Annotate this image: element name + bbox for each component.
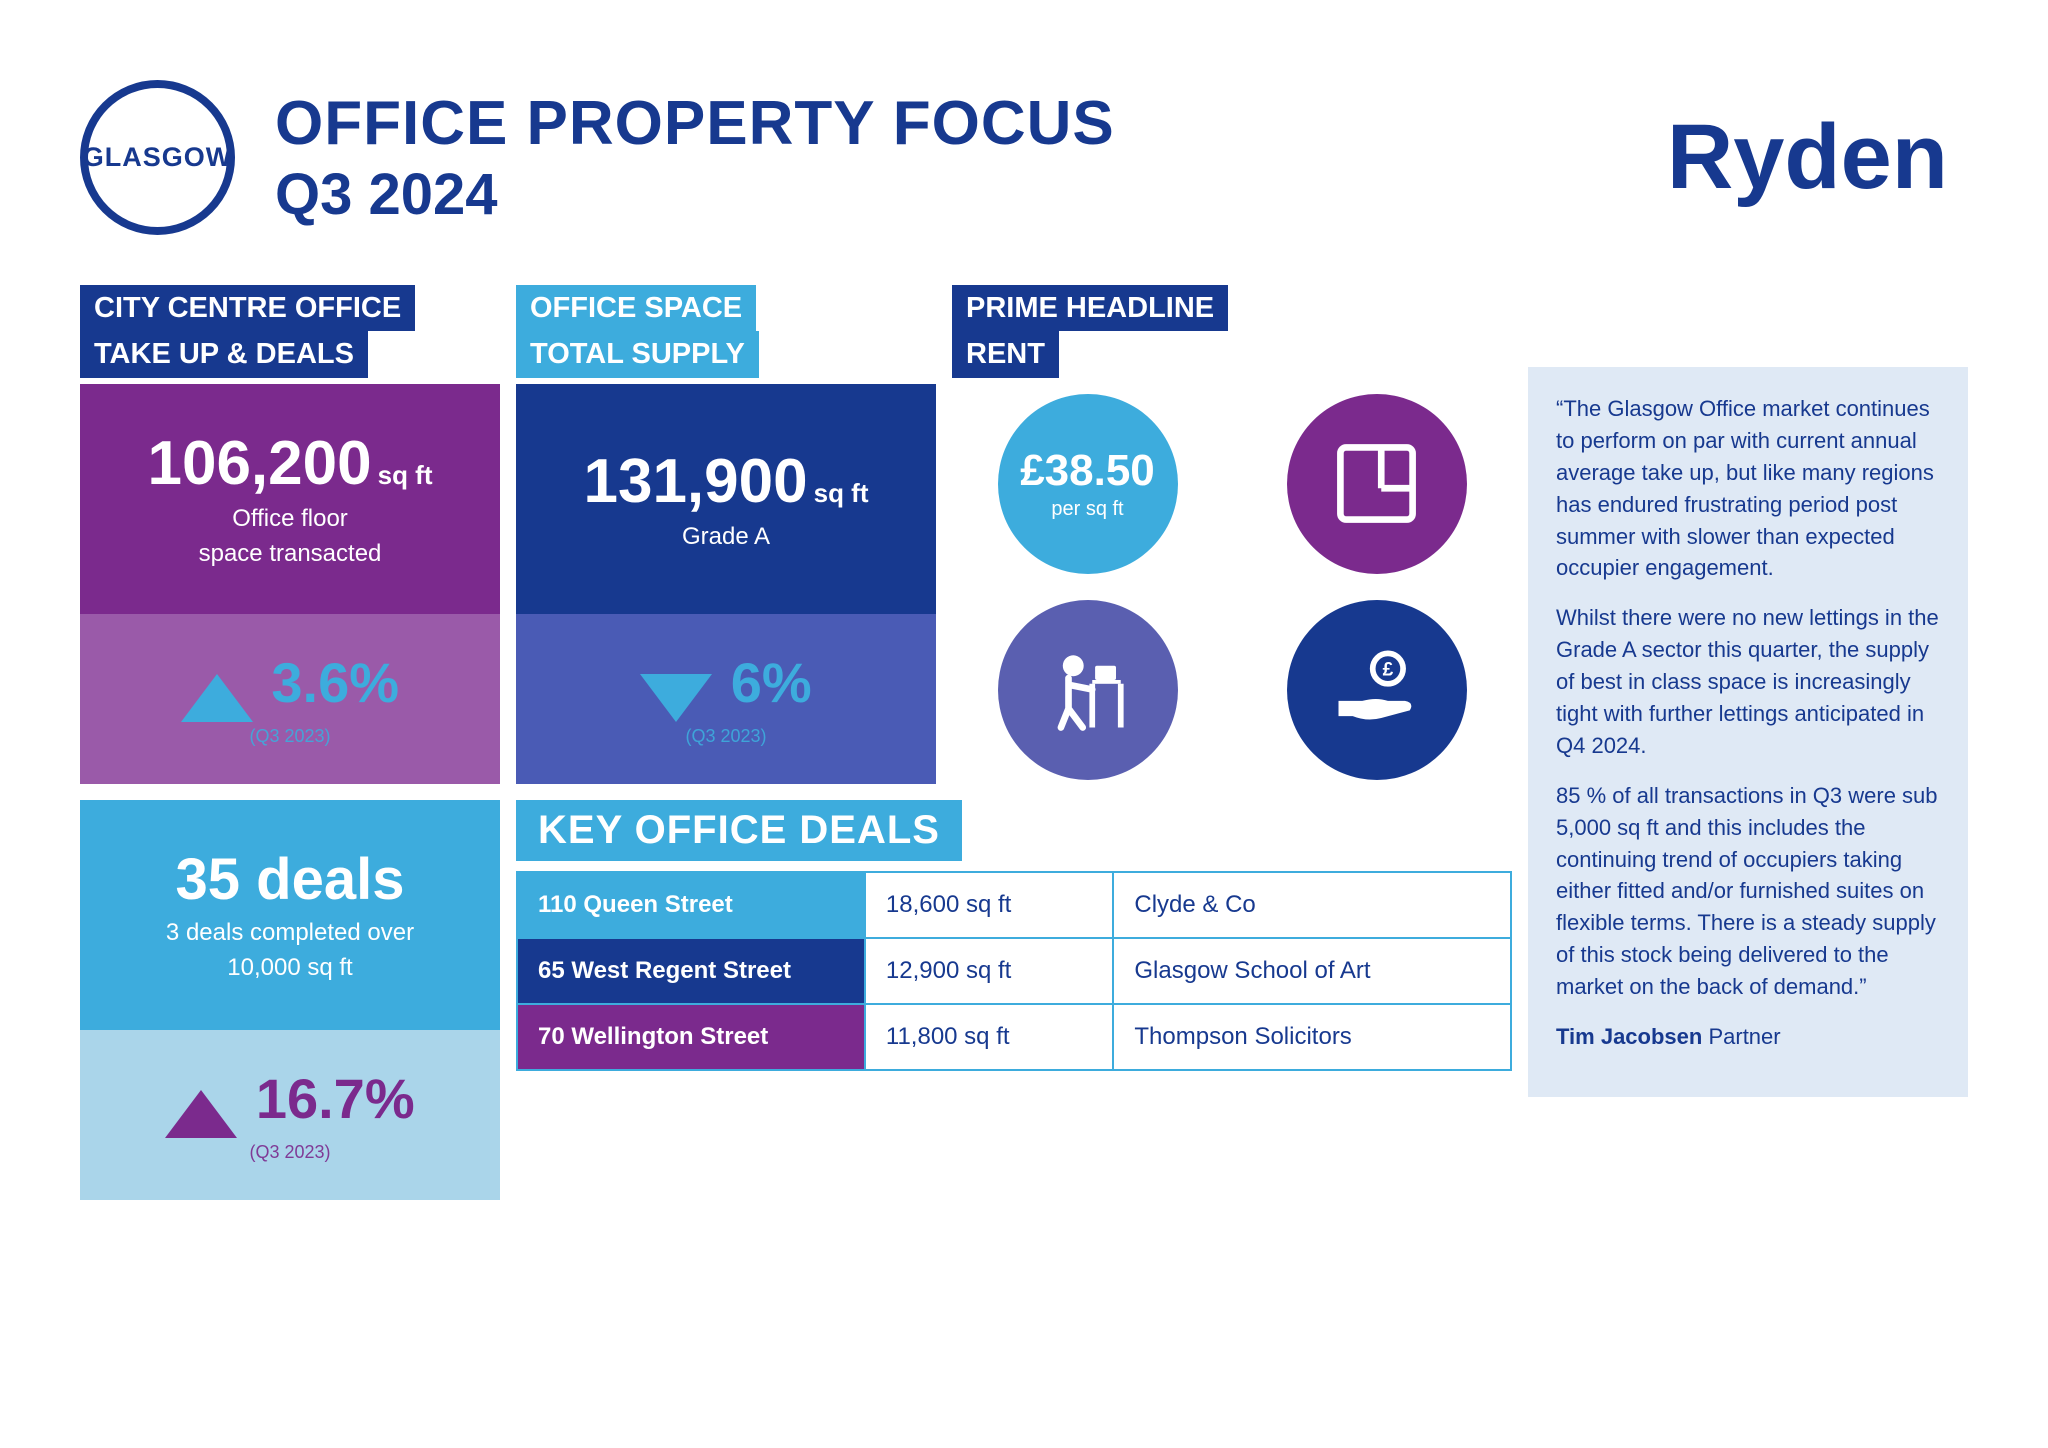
supply-section: OFFICE SPACE TOTAL SUPPLY 131,900sq ft G…: [516, 285, 936, 784]
city-badge: GLASGOW: [80, 80, 235, 235]
deal-tenant: Glasgow School of Art: [1113, 938, 1511, 1004]
supply-sub1: Grade A: [516, 523, 936, 552]
rent-unit: per sq ft: [1051, 498, 1123, 521]
takeup-change-ref: (Q3 2023): [80, 726, 500, 747]
key-deals-section: KEY OFFICE DEALS 110 Queen Street 18,600…: [516, 800, 1512, 1200]
city-label: GLASGOW: [83, 142, 233, 173]
takeup-sub2: space transacted: [80, 540, 500, 569]
down-arrow-icon: [640, 674, 712, 722]
deals-change-ref: (Q3 2023): [80, 1142, 500, 1163]
desk-icon-circle: [998, 600, 1178, 780]
takeup-unit: sq ft: [378, 460, 433, 490]
takeup-section: CITY CENTRE OFFICE TAKE UP & DEALS 106,2…: [80, 285, 500, 784]
takeup-sub1: Office floor: [80, 505, 500, 534]
table-row: 110 Queen Street 18,600 sq ft Clyde & Co: [517, 872, 1511, 938]
deals-change-pct: 16.7%: [256, 1067, 415, 1130]
header: GLASGOW OFFICE PROPERTY FOCUS Q3 2024 Ry…: [80, 80, 1968, 235]
supply-change-ref: (Q3 2023): [516, 726, 936, 747]
deals-value-tile: 35 deals 3 deals completed over 10,000 s…: [80, 800, 500, 1030]
supply-value: 131,900: [583, 447, 807, 516]
person-at-desk-icon: [1040, 642, 1135, 737]
supply-unit: sq ft: [814, 478, 869, 508]
rent-value-circle: £38.50 per sq ft: [998, 394, 1178, 574]
rent-circles: £38.50 per sq ft: [952, 384, 1512, 784]
up-arrow-icon: [165, 1090, 237, 1138]
deals-value: 35 deals: [80, 846, 500, 913]
takeup-change-pct: 3.6%: [271, 651, 399, 714]
svg-text:£: £: [1383, 659, 1394, 680]
page-subtitle: Q3 2024: [275, 161, 1667, 228]
key-deals-heading: KEY OFFICE DEALS: [516, 800, 1512, 861]
quote-paragraph-2: Whilst there were no new lettings in the…: [1556, 602, 1940, 761]
quote-paragraph-3: 85 % of all transactions in Q3 were sub …: [1556, 780, 1940, 1003]
key-deals-table: 110 Queen Street 18,600 sq ft Clyde & Co…: [516, 871, 1512, 1071]
deals-sub2: 10,000 sq ft: [80, 954, 500, 983]
supply-change-pct: 6%: [731, 651, 812, 714]
supply-heading-line1: OFFICE SPACE: [516, 285, 756, 331]
deals-change-tile: 16.7% (Q3 2023): [80, 1030, 500, 1200]
supply-value-tile: 131,900sq ft Grade A: [516, 384, 936, 614]
deals-sub1: 3 deals completed over: [80, 919, 500, 948]
floorplan-icon: [1329, 436, 1424, 531]
takeup-heading: CITY CENTRE OFFICE TAKE UP & DEALS: [80, 285, 500, 378]
table-row: 70 Wellington Street 11,800 sq ft Thomps…: [517, 1004, 1511, 1070]
rent-heading-line1: PRIME HEADLINE: [952, 285, 1228, 331]
rent-value: £38.50: [1020, 446, 1155, 496]
deal-size: 18,600 sq ft: [865, 872, 1114, 938]
quote-section: “The Glasgow Office market continues to …: [1528, 285, 1968, 1200]
deal-size: 11,800 sq ft: [865, 1004, 1114, 1070]
up-arrow-icon: [181, 674, 253, 722]
deal-address: 65 West Regent Street: [517, 938, 865, 1004]
floorplan-icon-circle: [1287, 394, 1467, 574]
content-grid: CITY CENTRE OFFICE TAKE UP & DEALS 106,2…: [80, 285, 1968, 1200]
key-deals-heading-text: KEY OFFICE DEALS: [516, 800, 962, 861]
quote-role: Partner: [1708, 1024, 1780, 1049]
title-block: OFFICE PROPERTY FOCUS Q3 2024: [275, 88, 1667, 228]
rent-heading-line2: RENT: [952, 331, 1059, 377]
deal-address: 70 Wellington Street: [517, 1004, 865, 1070]
takeup-value-tile: 106,200sq ft Office floor space transact…: [80, 384, 500, 614]
supply-heading: OFFICE SPACE TOTAL SUPPLY: [516, 285, 936, 378]
page-title: OFFICE PROPERTY FOCUS: [275, 88, 1667, 159]
deal-tenant: Thompson Solicitors: [1113, 1004, 1511, 1070]
supply-heading-line2: TOTAL SUPPLY: [516, 331, 759, 377]
quote-author: Tim Jacobsen: [1556, 1024, 1702, 1049]
supply-change-tile: 6% (Q3 2023): [516, 614, 936, 784]
quote-box: “The Glasgow Office market continues to …: [1528, 367, 1968, 1097]
rent-heading: PRIME HEADLINE RENT: [952, 285, 1512, 378]
takeup-heading-line2: TAKE UP & DEALS: [80, 331, 368, 377]
table-row: 65 West Regent Street 12,900 sq ft Glasg…: [517, 938, 1511, 1004]
brand-logo: Ryden: [1667, 105, 1948, 210]
quote-paragraph-1: “The Glasgow Office market continues to …: [1556, 393, 1940, 584]
deal-tenant: Clyde & Co: [1113, 872, 1511, 938]
deals-section: 35 deals 3 deals completed over 10,000 s…: [80, 800, 500, 1200]
rent-section: PRIME HEADLINE RENT £38.50 per sq ft: [952, 285, 1512, 784]
takeup-value: 106,200: [147, 429, 371, 498]
money-icon-circle: £: [1287, 600, 1467, 780]
deal-size: 12,900 sq ft: [865, 938, 1114, 1004]
takeup-change-tile: 3.6% (Q3 2023): [80, 614, 500, 784]
hand-coin-icon: £: [1329, 642, 1424, 737]
deal-address: 110 Queen Street: [517, 872, 865, 938]
takeup-heading-line1: CITY CENTRE OFFICE: [80, 285, 415, 331]
